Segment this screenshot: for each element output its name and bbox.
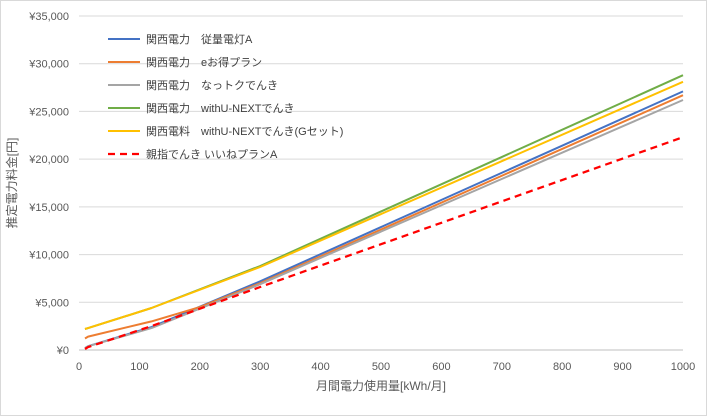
x-axis-title: 月間電力使用量[kWh/月] [316,378,446,393]
legend-label: 関西電力 withU-NEXTでんき [146,102,295,115]
legend-label: 親指でんき いいねプランA [146,147,278,161]
legend-label: 関西電料 withU-NEXTでんき(Gセット) [146,124,343,138]
y-tick-label: ¥20,000 [28,154,69,166]
y-tick-label: ¥30,000 [28,59,69,71]
x-tick-label: 900 [613,361,631,373]
x-tick-label: 200 [191,361,209,373]
x-axis-ticks: 0 100 200 300 400 500 600 700 800 900 1000 [76,361,695,373]
series-line-6 [84,136,684,350]
y-axis-title: 推定電力料金[円] [4,138,19,229]
y-tick-label: ¥5,000 [34,297,69,309]
x-tick-label: 0 [76,361,82,373]
legend-label: 関西電力 従量電灯A [146,33,253,46]
legend-label: 関西電力 なっトクでんき [146,79,278,92]
series-line-5 [84,80,684,330]
x-tick-label: 100 [130,361,148,373]
x-tick-label: 800 [553,361,571,373]
y-tick-label: ¥25,000 [28,106,69,118]
x-tick-label: 400 [311,361,329,373]
y-tick-label: ¥35,000 [28,11,69,23]
series-lines [84,74,684,350]
y-axis-ticks: ¥0 ¥5,000 ¥10,000 ¥15,000 ¥20,000 ¥25,000 ¥30,… [28,11,69,357]
x-tick-label: 300 [251,361,269,373]
x-tick-label: 600 [432,361,450,373]
y-tick-label: ¥15,000 [28,202,69,214]
gridlines [79,15,683,351]
x-tick-label: 500 [372,361,390,373]
y-tick-label: ¥0 [56,345,69,357]
x-tick-label: 700 [493,361,511,373]
legend-label: 関西電力 eお得プラン [146,56,262,69]
y-tick-label: ¥10,000 [28,250,69,262]
series-line-2 [84,94,684,340]
x-tick-label: 1000 [671,361,695,373]
